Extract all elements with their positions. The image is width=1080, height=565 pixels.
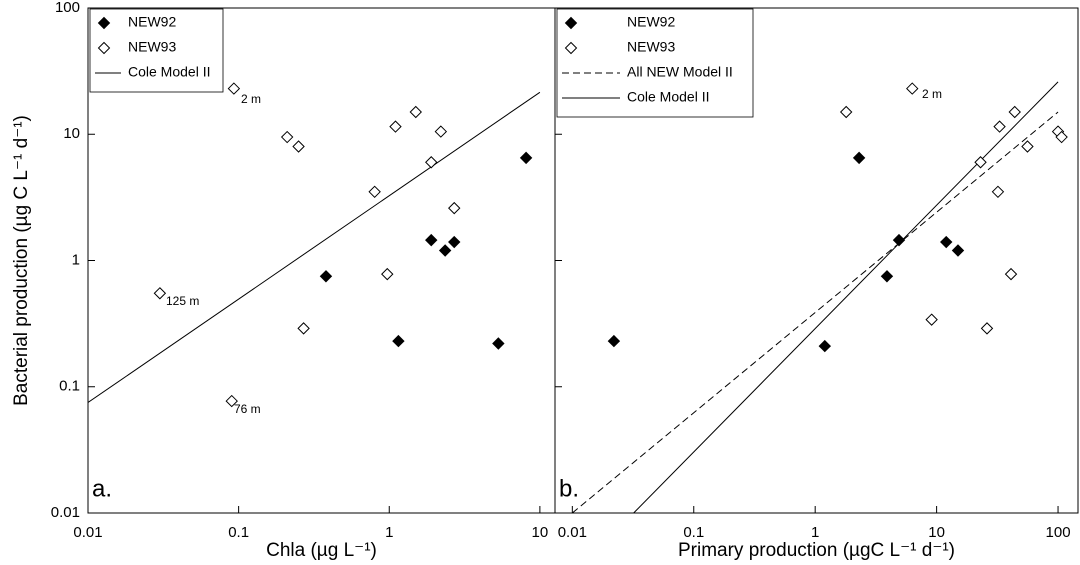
data-point [951, 244, 965, 257]
regression-line [572, 111, 1059, 513]
legend-swatch [564, 41, 578, 55]
data-point [425, 233, 438, 247]
legend-label: NEW93 [627, 39, 675, 55]
data-point [319, 270, 333, 283]
y-tick-label: 10 [63, 125, 80, 142]
plot-area [572, 81, 1059, 513]
data-point [880, 270, 894, 283]
data-point [225, 394, 238, 408]
legend-label: All NEW Model II [627, 64, 733, 80]
data-point [409, 105, 422, 119]
panel-label: b. [559, 475, 579, 502]
data-point [980, 322, 994, 335]
plot-area [88, 91, 541, 403]
panel-label: a. [92, 475, 112, 502]
data-point [368, 185, 381, 199]
data-point [389, 120, 402, 133]
x-tick-label: 0.1 [683, 524, 704, 541]
x-tick-label: 0.01 [73, 524, 102, 541]
y-tick-label: 1 [72, 251, 80, 268]
data-point [1021, 140, 1034, 153]
data-point [1055, 130, 1068, 144]
data-point [438, 244, 452, 257]
y-axis-label: Bacterial production (µg C L⁻¹ d⁻¹) [11, 115, 32, 406]
data-point [227, 82, 241, 95]
legend-label: NEW92 [627, 14, 675, 30]
annotation: 2 m [241, 92, 261, 106]
data-point [153, 287, 167, 300]
data-point [280, 130, 294, 144]
data-point [892, 233, 906, 247]
annotation: 76 m [234, 402, 261, 416]
legend-label: Cole Model II [627, 89, 709, 105]
data-point [925, 313, 938, 326]
data-point [839, 105, 853, 119]
x-tick-label: 0.01 [558, 524, 587, 541]
data-point [297, 322, 310, 335]
data-point [818, 339, 832, 353]
x-tick-label: 10 [928, 524, 945, 541]
x-tick-label: 0.1 [228, 524, 249, 541]
regression-line [633, 81, 1059, 513]
data-point [991, 185, 1005, 199]
y-tick-label: 100 [55, 0, 80, 16]
legend-swatch [97, 16, 111, 30]
x-tick-label: 100 [1046, 524, 1071, 541]
data-point [940, 235, 953, 249]
legend-label: NEW93 [128, 39, 176, 55]
data-point [519, 151, 533, 165]
data-point [492, 337, 505, 350]
x-axis-label: Primary production (µgC L⁻¹ d⁻¹) [678, 540, 955, 561]
legend-box [89, 8, 224, 93]
x-tick-label: 1 [385, 524, 393, 541]
legend-box [556, 8, 754, 118]
y-tick-label: 0.01 [51, 504, 80, 521]
data-point [434, 125, 448, 138]
legend-label: Cole Model II [128, 64, 210, 80]
data-point [381, 267, 394, 281]
legend-swatch [564, 16, 578, 30]
data-point [852, 151, 866, 165]
annotation: 2 m [922, 87, 942, 101]
x-tick-label: 10 [532, 524, 549, 541]
data-point [292, 140, 305, 153]
legend-label: NEW92 [128, 14, 176, 30]
data-point [906, 82, 919, 95]
data-point [607, 334, 621, 348]
data-point [1004, 267, 1018, 281]
x-axis-label: Chla (µg L⁻¹) [266, 540, 377, 561]
x-tick-label: 1 [811, 524, 819, 541]
data-point [993, 120, 1006, 133]
annotation: 125 m [166, 294, 199, 308]
data-point [448, 201, 461, 215]
y-tick-label: 0.1 [59, 378, 80, 395]
data-point [425, 156, 438, 169]
regression-line [88, 91, 541, 403]
legend-swatch [97, 41, 111, 55]
data-point [1008, 105, 1021, 119]
data-point [448, 235, 461, 249]
data-point [974, 156, 987, 169]
data-point [392, 334, 405, 348]
